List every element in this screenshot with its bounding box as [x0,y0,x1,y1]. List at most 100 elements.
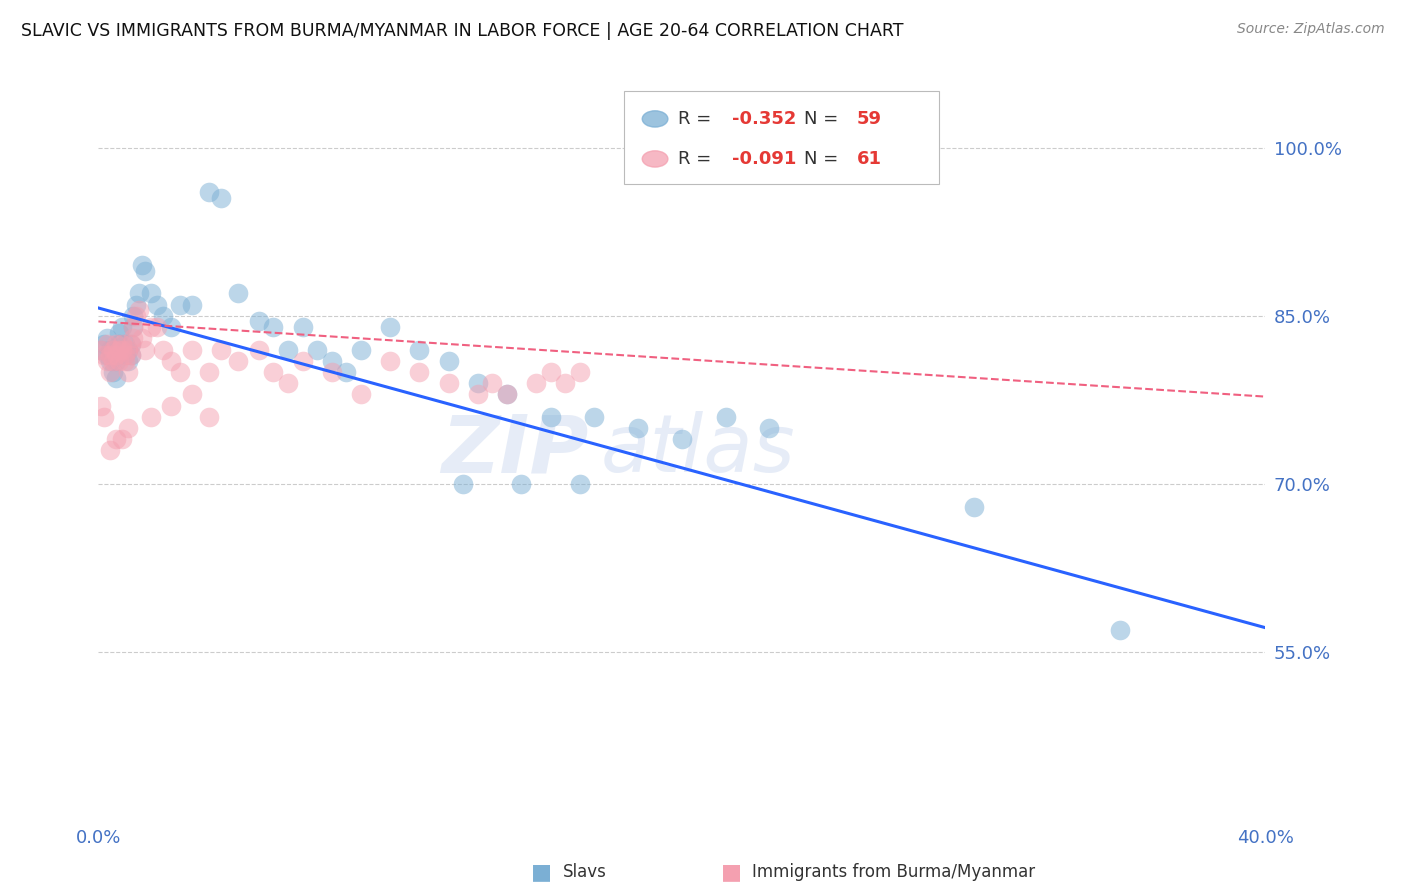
Point [108,326,131,340]
Point [228,286,250,301]
Point [108,353,131,368]
Point [496,387,519,401]
Point [122,309,145,323]
Point [120,337,142,351]
Point [554,376,576,391]
Point [350,343,373,357]
Point [117,421,139,435]
Point [139,409,162,424]
Text: atlas: atlas [600,411,794,490]
Point [134,343,156,357]
Point [321,365,343,379]
Point [101,353,124,368]
Point [714,409,737,424]
Point [1108,623,1130,637]
Point [111,343,134,357]
Point [101,365,124,379]
Point [120,348,142,362]
Point [90,399,112,413]
Point [98,443,121,458]
Point [120,348,142,362]
Point [380,320,402,334]
Point [104,370,127,384]
Point [758,421,780,435]
Point [247,343,270,357]
Point [128,286,150,301]
Point [198,186,221,200]
Text: ■: ■ [721,863,741,882]
Point [169,365,191,379]
Point [120,337,142,351]
Point [180,387,202,401]
Point [111,343,134,357]
Point [209,343,232,357]
Point [139,286,162,301]
Point [209,191,232,205]
Point [291,353,314,368]
Point [101,343,124,357]
Point [98,343,121,357]
Point [122,320,145,334]
Point [568,477,591,491]
Circle shape [643,111,668,127]
Point [437,353,460,368]
Point [247,314,270,328]
Point [125,309,148,323]
Point [114,348,136,362]
Point [122,331,145,345]
Point [139,320,162,334]
Point [108,337,131,351]
Point [291,320,314,334]
Point [198,365,221,379]
Point [117,365,139,379]
Point [510,477,533,491]
Point [160,353,183,368]
Point [104,348,127,362]
Point [104,432,127,446]
Point [90,343,112,357]
Point [962,500,984,514]
Point [131,259,153,273]
Point [101,348,124,362]
Point [496,387,519,401]
Point [117,353,139,368]
Text: ZIP: ZIP [441,411,589,490]
Point [114,348,136,362]
Point [277,343,299,357]
Point [671,432,693,446]
Point [93,337,115,351]
Point [335,365,357,379]
Point [152,343,174,357]
Text: R =: R = [679,110,717,128]
Point [568,365,591,379]
Point [96,353,118,368]
Text: Slavs: Slavs [562,863,606,881]
FancyBboxPatch shape [624,91,939,184]
Text: 61: 61 [858,150,882,168]
Point [262,320,284,334]
Point [90,343,112,357]
Point [98,365,121,379]
Point [180,343,202,357]
Point [93,348,115,362]
Point [117,343,139,357]
Point [350,387,373,401]
Point [104,353,127,368]
Point [96,348,118,362]
Text: N =: N = [804,110,845,128]
Point [146,298,169,312]
Point [198,409,221,424]
Point [169,298,191,312]
Point [111,337,134,351]
Point [111,432,134,446]
Point [152,309,174,323]
Point [467,376,489,391]
Point [98,348,121,362]
Point [277,376,299,391]
Point [128,303,150,318]
Point [540,409,562,424]
Text: Immigrants from Burma/Myanmar: Immigrants from Burma/Myanmar [752,863,1035,881]
Point [93,409,115,424]
Text: SLAVIC VS IMMIGRANTS FROM BURMA/MYANMAR IN LABOR FORCE | AGE 20-64 CORRELATION C: SLAVIC VS IMMIGRANTS FROM BURMA/MYANMAR … [21,22,904,40]
Point [451,477,474,491]
